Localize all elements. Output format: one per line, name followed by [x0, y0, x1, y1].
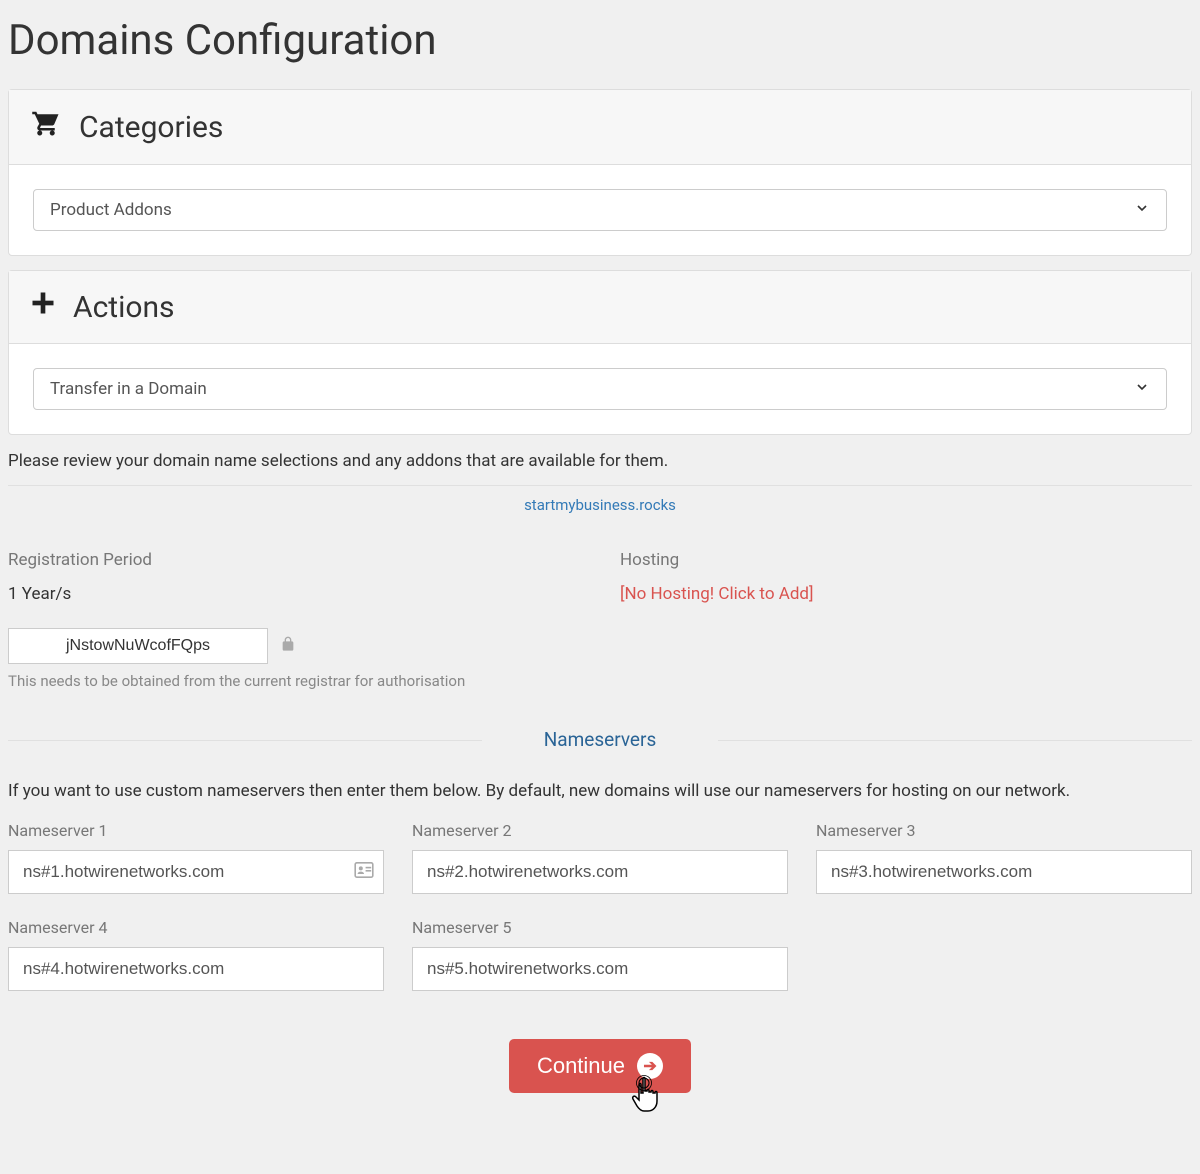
nameserver-2-label: Nameserver 2 — [412, 821, 788, 840]
nameserver-2-field: Nameserver 2 — [412, 821, 788, 894]
actions-select[interactable]: Transfer in a Domain — [33, 368, 1167, 410]
nameservers-section-title: Nameservers — [8, 728, 1192, 751]
cart-icon — [29, 108, 63, 146]
nameserver-4-label: Nameserver 4 — [8, 918, 384, 937]
categories-title: Categories — [79, 110, 223, 145]
nameserver-2-input[interactable] — [412, 850, 788, 894]
actions-header: Actions — [9, 271, 1191, 344]
nameserver-1-label: Nameserver 1 — [8, 821, 384, 840]
page-title: Domains Configuration — [8, 16, 1192, 65]
nameservers-help-text: If you want to use custom nameservers th… — [8, 781, 1192, 801]
actions-select-value: Transfer in a Domain — [50, 379, 207, 399]
nameserver-3-input[interactable] — [816, 850, 1192, 894]
review-text: Please review your domain name selection… — [8, 451, 1192, 471]
categories-header: Categories — [9, 90, 1191, 165]
categories-select-value: Product Addons — [50, 200, 172, 220]
domain-name[interactable]: startmybusiness.rocks — [8, 486, 1192, 520]
categories-select[interactable]: Product Addons — [33, 189, 1167, 231]
continue-row: Continue ➔ — [8, 1039, 1192, 1093]
plus-icon — [29, 289, 57, 325]
nameserver-4-field: Nameserver 4 — [8, 918, 384, 991]
chevron-down-icon — [1134, 200, 1150, 220]
nameserver-1-input[interactable] — [8, 850, 384, 894]
actions-title: Actions — [73, 290, 175, 325]
continue-label: Continue — [537, 1053, 625, 1079]
nameserver-4-input[interactable] — [8, 947, 384, 991]
epp-code-input[interactable] — [8, 628, 268, 664]
actions-body: Transfer in a Domain — [9, 344, 1191, 434]
categories-panel: Categories Product Addons — [8, 89, 1192, 256]
nameservers-grid: Nameserver 1 Nameserver 2 Nameserver 3 N… — [8, 821, 1192, 991]
nameserver-5-input[interactable] — [412, 947, 788, 991]
epp-row — [8, 628, 1192, 664]
chevron-down-icon — [1134, 379, 1150, 399]
domain-details-row: Registration Period 1 Year/s Hosting [No… — [8, 550, 1192, 604]
registration-value: 1 Year/s — [8, 584, 580, 604]
nameserver-3-label: Nameserver 3 — [816, 821, 1192, 840]
nameserver-5-label: Nameserver 5 — [412, 918, 788, 937]
continue-button[interactable]: Continue ➔ — [509, 1039, 691, 1093]
registration-col: Registration Period 1 Year/s — [8, 550, 580, 604]
contact-card-icon — [354, 862, 374, 882]
lock-icon — [280, 636, 296, 656]
hosting-col: Hosting [No Hosting! Click to Add] — [620, 550, 1192, 604]
registration-label: Registration Period — [8, 550, 580, 570]
hosting-label: Hosting — [620, 550, 1192, 570]
hosting-add-link[interactable]: [No Hosting! Click to Add] — [620, 584, 1192, 604]
categories-body: Product Addons — [9, 165, 1191, 255]
arrow-right-icon: ➔ — [637, 1053, 663, 1079]
actions-panel: Actions Transfer in a Domain — [8, 270, 1192, 435]
nameserver-5-field: Nameserver 5 — [412, 918, 788, 991]
nameserver-1-field: Nameserver 1 — [8, 821, 384, 894]
epp-help-text: This needs to be obtained from the curre… — [8, 672, 1192, 690]
nameserver-3-field: Nameserver 3 — [816, 821, 1192, 894]
